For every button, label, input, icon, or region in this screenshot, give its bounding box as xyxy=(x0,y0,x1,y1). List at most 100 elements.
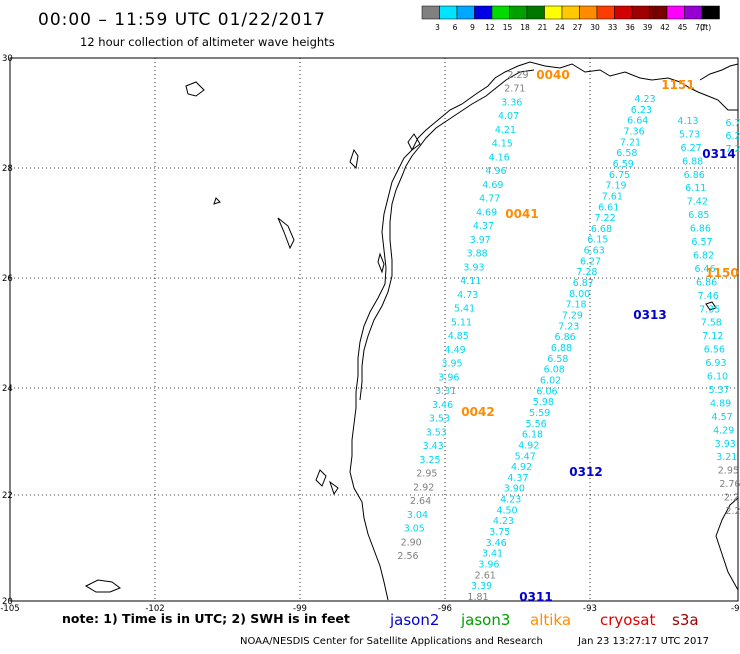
wave-height-value: 4.73 xyxy=(457,290,478,301)
wave-height-value: 5.41 xyxy=(454,304,475,315)
wave-height-value: 4.92 xyxy=(511,462,532,473)
texas-coastline xyxy=(715,497,739,591)
latitude-label: 28 xyxy=(2,164,13,174)
legend-swatch xyxy=(666,5,685,20)
legend-swatch xyxy=(544,5,563,20)
wave-height-value: 5.56 xyxy=(526,419,547,430)
plot-area: -105 -102 -99 -96 -93 -90 30 28 26 24 22 20 2.29 2.7… xyxy=(0,54,740,614)
wave-height-value: 2.76 xyxy=(719,479,740,490)
wave-height-value: 6.2 xyxy=(725,131,740,142)
legend-swatch xyxy=(509,5,528,20)
small-island xyxy=(705,301,717,311)
legend-label: 6 xyxy=(453,23,458,32)
satellite-jason3: jason3 xyxy=(460,611,510,629)
legend-label: 21 xyxy=(538,23,548,32)
wave-height-value: 6.87 xyxy=(573,278,594,289)
wave-height-value: 5.59 xyxy=(529,408,550,419)
legend-label: 27 xyxy=(573,23,583,32)
wave-height-value: 3.39 xyxy=(471,581,492,592)
wave-height-value: 1.81 xyxy=(467,592,488,603)
wave-height-value: 6.93 xyxy=(705,358,726,369)
wave-height-value: 6.27 xyxy=(580,256,601,267)
legend-label: 33 xyxy=(608,23,618,32)
wave-height-value: 3.97 xyxy=(470,235,491,246)
axis-ticks: -105 -102 -99 -96 -93 -90 30 28 26 24 22 20 xyxy=(0,54,740,614)
wave-height-value: 2.64 xyxy=(410,496,431,507)
satellite-legend: jason2 jason3 altika cryosat s3a xyxy=(389,611,699,629)
wave-height-value: 6.86 xyxy=(555,332,576,343)
longitude-label: -105 xyxy=(0,604,19,614)
legend-label: 9 xyxy=(470,23,475,32)
longitude-label: -102 xyxy=(145,604,164,614)
credit-line: NOAA/NESDIS Center for Satellite Applica… xyxy=(240,636,543,647)
wave-height-value: 4.21 xyxy=(495,125,516,136)
wave-height-value: 7.22 xyxy=(594,213,615,224)
wave-height-value: 4.37 xyxy=(473,221,494,232)
legend-label: 42 xyxy=(660,23,670,32)
wave-height-value: 4.69 xyxy=(482,180,503,191)
wave-height-value: 3.04 xyxy=(407,510,428,521)
legend-label: 3 xyxy=(435,23,440,32)
color-legend: 3 6 9 12 15 18 21 24 27 30 33 36 39 42 45 70(ft) xyxy=(421,5,720,32)
wave-height-value: 7.58 xyxy=(701,318,722,329)
pass-label-0312: 0312 xyxy=(569,465,602,479)
pass-label-1150: 1150 xyxy=(705,266,738,280)
legend-swatch xyxy=(439,5,458,20)
wave-height-value: 5.11 xyxy=(451,317,472,328)
wave-height-value: 6.63 xyxy=(584,246,605,257)
map-title: 00:00 – 11:59 UTC 01/22/2017 xyxy=(38,10,326,30)
wave-height-value: 3.41 xyxy=(482,549,503,560)
bay-outline-a xyxy=(407,133,421,151)
pass-label-1151: 1151 xyxy=(661,78,694,92)
satellite-cryosat: cryosat xyxy=(600,611,655,629)
wave-height-value: 6.75 xyxy=(609,170,630,181)
wave-height-value: 6.10 xyxy=(707,372,728,383)
legend-swatch xyxy=(421,5,440,20)
wave-height-value: 2.2 xyxy=(725,506,740,517)
island-outline xyxy=(84,579,122,593)
wave-height-value: 3.95 xyxy=(441,359,462,370)
wave-height-value: 3.46 xyxy=(486,538,507,549)
legend-label: (ft) xyxy=(700,23,711,32)
wave-height-value: 5.98 xyxy=(533,397,554,408)
wave-height-value: 3.96 xyxy=(438,372,459,383)
wave-height-value: 6.06 xyxy=(536,386,557,397)
wave-height-value: 2.92 xyxy=(413,482,434,493)
wave-height-value: 4.69 xyxy=(476,207,497,218)
east-shoreline xyxy=(699,63,739,81)
wave-height-value: 6.02 xyxy=(540,375,561,386)
pass-label-0041: 0041 xyxy=(505,207,538,221)
legend-swatch xyxy=(614,5,633,20)
longitude-label: -93 xyxy=(583,604,597,614)
wave-height-value: 4.13 xyxy=(677,116,698,127)
latitude-label: 22 xyxy=(2,491,13,501)
legend-swatch xyxy=(649,5,668,20)
wave-height-value: 3.31 xyxy=(435,386,456,397)
wave-height-value: 6.23 xyxy=(631,105,652,116)
wave-height-value: 4.49 xyxy=(445,345,466,356)
interior-fragment-b xyxy=(315,469,327,487)
longitude-label: -99 xyxy=(293,604,307,614)
wave-height-value: 7.29 xyxy=(562,311,583,322)
pass-labels: 0040 0041 0042 1151 1150 0314 0313 0312 0311 xyxy=(461,68,738,604)
wave-height-value: 3.46 xyxy=(432,400,453,411)
wave-height-value: 4.37 xyxy=(507,473,528,484)
wave-height-value: 7.21 xyxy=(620,137,641,148)
pass-label-0313: 0313 xyxy=(633,308,666,322)
wave-height-value: 7.28 xyxy=(576,267,597,278)
legend-label: 45 xyxy=(678,23,688,32)
wave-height-value: 4.29 xyxy=(713,425,734,436)
gulf-coastline xyxy=(349,61,738,601)
latitude-label: 30 xyxy=(2,54,13,64)
satellite-jason2: jason2 xyxy=(389,611,439,629)
wave-height-value: 7.2 xyxy=(725,144,740,155)
wave-height-value: 7.42 xyxy=(687,197,708,208)
satellite-s3a: s3a xyxy=(672,611,699,629)
wave-height-value: 2.71 xyxy=(504,84,525,95)
longitude-label: -90 xyxy=(731,604,740,614)
wave-height-value: 3.93 xyxy=(463,262,484,273)
legend-label: 18 xyxy=(520,23,530,32)
wave-height-value: 4.23 xyxy=(493,516,514,527)
wave-height-value: 7.35 xyxy=(699,304,720,315)
map-subtitle: 12 hour collection of altimeter wave hei… xyxy=(80,35,335,49)
